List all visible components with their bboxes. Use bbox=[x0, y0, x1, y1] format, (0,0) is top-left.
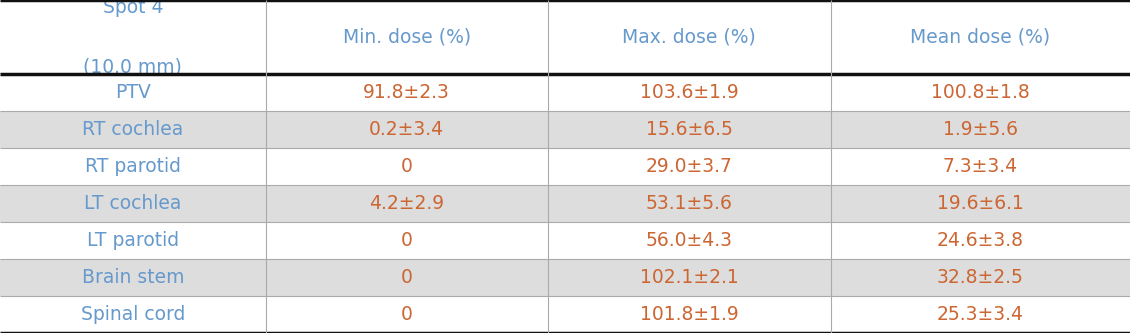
Text: Mean dose (%): Mean dose (%) bbox=[910, 28, 1051, 47]
Text: 7.3±3.4: 7.3±3.4 bbox=[942, 157, 1018, 176]
Text: 101.8±1.9: 101.8±1.9 bbox=[640, 305, 739, 324]
Bar bbox=[0, 222, 1130, 259]
Text: 100.8±1.8: 100.8±1.8 bbox=[931, 83, 1029, 102]
Text: 103.6±1.9: 103.6±1.9 bbox=[640, 83, 739, 102]
Text: 15.6±6.5: 15.6±6.5 bbox=[646, 120, 732, 139]
Text: 4.2±2.9: 4.2±2.9 bbox=[370, 194, 444, 213]
Text: Spot 4: Spot 4 bbox=[103, 0, 163, 17]
Text: 19.6±6.1: 19.6±6.1 bbox=[937, 194, 1024, 213]
Text: (10.0 mm): (10.0 mm) bbox=[84, 58, 182, 77]
Bar bbox=[0, 185, 1130, 222]
Bar bbox=[0, 111, 1130, 148]
Text: Min. dose (%): Min. dose (%) bbox=[342, 28, 471, 47]
Text: 0.2±3.4: 0.2±3.4 bbox=[370, 120, 444, 139]
Text: 25.3±3.4: 25.3±3.4 bbox=[937, 305, 1024, 324]
Text: 32.8±2.5: 32.8±2.5 bbox=[937, 268, 1024, 287]
Bar bbox=[0, 148, 1130, 185]
Text: 29.0±3.7: 29.0±3.7 bbox=[646, 157, 732, 176]
Bar bbox=[0, 259, 1130, 296]
Text: LT parotid: LT parotid bbox=[87, 231, 179, 250]
Text: RT cochlea: RT cochlea bbox=[82, 120, 183, 139]
Text: 91.8±2.3: 91.8±2.3 bbox=[364, 83, 450, 102]
Text: 0: 0 bbox=[401, 268, 412, 287]
Text: 0: 0 bbox=[401, 231, 412, 250]
Text: 56.0±4.3: 56.0±4.3 bbox=[646, 231, 732, 250]
Text: LT cochlea: LT cochlea bbox=[84, 194, 182, 213]
Text: 24.6±3.8: 24.6±3.8 bbox=[937, 231, 1024, 250]
Text: Max. dose (%): Max. dose (%) bbox=[623, 28, 756, 47]
Bar bbox=[0, 296, 1130, 333]
Text: Spinal cord: Spinal cord bbox=[80, 305, 185, 324]
Text: RT parotid: RT parotid bbox=[85, 157, 181, 176]
Text: 53.1±5.6: 53.1±5.6 bbox=[646, 194, 732, 213]
Text: PTV: PTV bbox=[115, 83, 150, 102]
Text: 0: 0 bbox=[401, 305, 412, 324]
Bar bbox=[0, 74, 1130, 111]
Text: 102.1±2.1: 102.1±2.1 bbox=[640, 268, 739, 287]
Text: 0: 0 bbox=[401, 157, 412, 176]
Text: 1.9±5.6: 1.9±5.6 bbox=[942, 120, 1018, 139]
Text: Brain stem: Brain stem bbox=[81, 268, 184, 287]
